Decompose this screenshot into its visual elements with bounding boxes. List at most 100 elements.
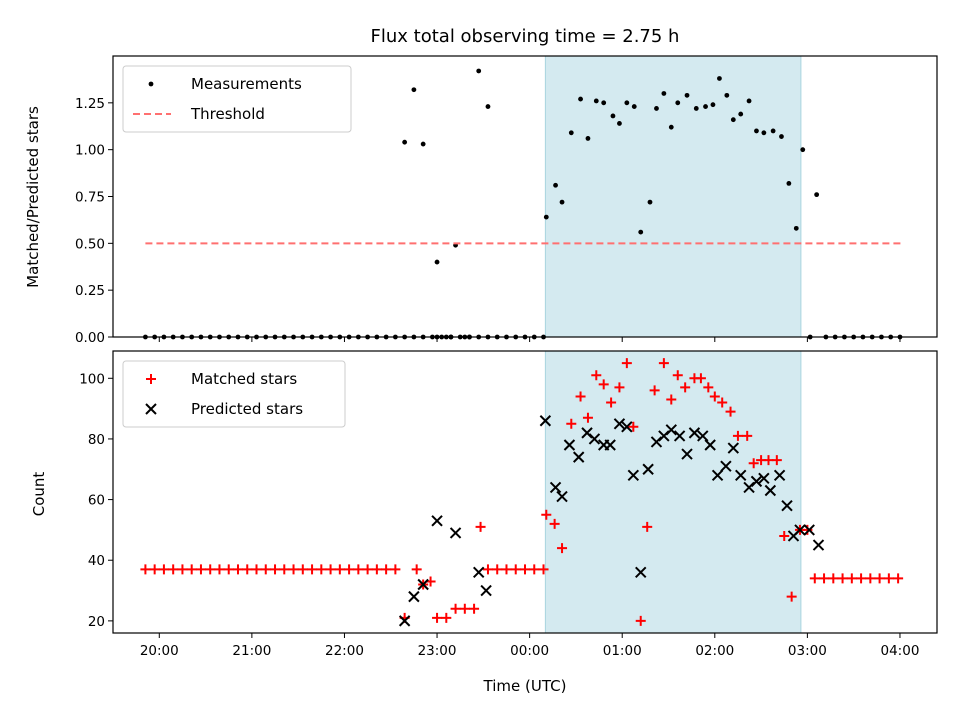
- matched-star-point: [635, 615, 646, 626]
- matched-star-point: [717, 397, 728, 408]
- measurement-point: [779, 134, 784, 139]
- legend-box: [122, 360, 346, 428]
- measurement-point: [585, 136, 591, 141]
- predicted-star-point: [673, 430, 686, 442]
- series-matched-stars: [140, 358, 904, 626]
- matched-star-point: [381, 564, 392, 575]
- predicted-star-point: [727, 442, 740, 454]
- predicted-star-point: [704, 439, 716, 451]
- measurement-point: [654, 106, 659, 111]
- matched-star-point: [158, 564, 169, 575]
- matched-star-point: [666, 394, 677, 405]
- matched-star-point: [606, 397, 617, 408]
- legend-predicted-swatch: [145, 403, 157, 415]
- matched-star-point: [520, 564, 530, 575]
- predicted-star-point: [803, 524, 815, 536]
- x-tick-label: 01:00: [603, 643, 642, 659]
- matched-star-point: [334, 564, 345, 575]
- y-tick-label: 60: [88, 493, 105, 509]
- y-tick-label: 0.75: [75, 190, 105, 206]
- matched-star-point: [297, 564, 308, 575]
- measurement-point: [786, 180, 792, 186]
- top-panel: Flux total observing time = 2.75 h Match…: [24, 26, 938, 346]
- measurement-point: [703, 104, 708, 109]
- legend: Matched stars Predicted stars: [122, 360, 346, 428]
- predicted-star-point: [681, 448, 693, 460]
- matched-star-point: [837, 573, 848, 584]
- matched-star-point: [279, 564, 290, 575]
- matched-star-point: [270, 564, 281, 575]
- measurement-point: [402, 139, 408, 145]
- matched-star-point: [725, 406, 736, 417]
- measurement-point: [617, 121, 622, 126]
- measurement-point: [675, 100, 681, 106]
- x-tick-label: 20:00: [140, 643, 179, 659]
- matched-star-point: [232, 564, 243, 575]
- matched-star-point: [469, 603, 480, 614]
- matched-star-point: [482, 564, 493, 575]
- matched-star-point: [510, 564, 521, 575]
- matched-star-point: [459, 603, 470, 614]
- predicted-star-point: [408, 590, 420, 603]
- predicted-star-point: [613, 418, 626, 430]
- predicted-star-point: [735, 469, 747, 482]
- matched-star-point: [557, 543, 568, 554]
- legend-label: Matched stars: [191, 370, 297, 388]
- top-y-axis-label: Matched/Predicted stars: [24, 106, 42, 288]
- matched-star-point: [621, 358, 632, 369]
- matched-star-point: [325, 564, 336, 575]
- measurement-point: [754, 128, 759, 134]
- matched-star-point: [658, 358, 669, 369]
- matched-star-point: [260, 564, 271, 575]
- measurement-point: [746, 98, 752, 104]
- measurement-point: [543, 214, 549, 220]
- x-tick-label: 21:00: [232, 643, 271, 659]
- matched-star-point: [362, 564, 373, 575]
- predicted-star-point: [556, 490, 568, 503]
- measurement-point: [710, 102, 716, 108]
- matched-star-point: [251, 564, 262, 575]
- measurement-point: [814, 192, 820, 198]
- matched-star-point: [582, 412, 593, 423]
- measurement-point: [761, 130, 767, 136]
- matched-star-point: [828, 573, 839, 584]
- series-predicted-stars: [398, 415, 825, 627]
- measurement-point: [800, 147, 806, 153]
- matched-star-point: [748, 458, 759, 469]
- matched-star-point: [566, 418, 577, 429]
- measurement-point: [693, 106, 699, 111]
- matched-star-point: [703, 382, 714, 393]
- measurement-point: [553, 182, 558, 188]
- measurement-point: [770, 128, 776, 134]
- bottom-y-axis-label: Count: [30, 472, 48, 517]
- measurement-point: [485, 104, 491, 109]
- matched-star-point: [614, 382, 625, 393]
- observing-window-shade: [544, 350, 802, 634]
- measurement-point: [738, 111, 744, 117]
- x-tick-label: 22:00: [325, 643, 364, 659]
- predicted-star-point: [758, 472, 770, 485]
- matched-star-point: [149, 564, 160, 575]
- predicted-star-point: [563, 439, 576, 451]
- matched-star-point: [140, 564, 151, 575]
- matched-star-point: [205, 564, 216, 575]
- predicted-star-point: [431, 515, 443, 527]
- measurement-point: [717, 76, 722, 81]
- measurement-point: [631, 104, 637, 109]
- y-tick-label: 20: [88, 614, 105, 630]
- legend-label: Threshold: [190, 105, 265, 123]
- predicted-star-point: [539, 415, 552, 427]
- measurement-point: [593, 98, 599, 104]
- predicted-star-point: [604, 439, 616, 451]
- matched-star-point: [865, 573, 876, 584]
- matched-star-point: [390, 564, 401, 575]
- measurement-point: [601, 100, 607, 106]
- predicted-star-point: [642, 463, 654, 475]
- x-tick-label: 04:00: [881, 643, 920, 659]
- matched-star-point: [856, 573, 867, 584]
- matched-star-point: [223, 564, 234, 575]
- predicted-star-point: [794, 524, 806, 536]
- matched-star-point: [732, 430, 743, 441]
- predicted-star-point: [572, 451, 585, 463]
